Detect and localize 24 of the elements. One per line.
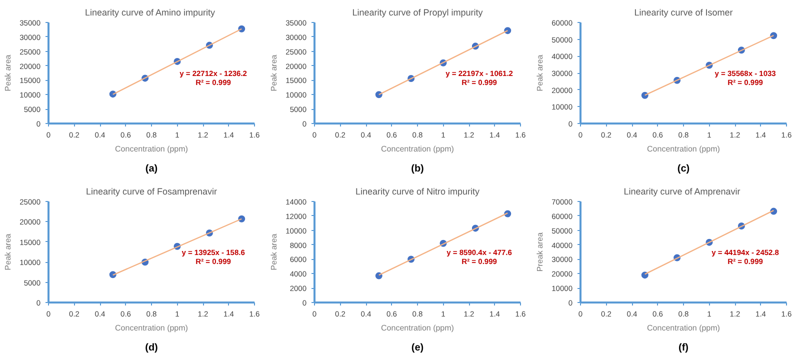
x-axis-title: Concentration (ppm) (647, 144, 720, 154)
chart-title: Linearity curve of Amprenavir (624, 186, 740, 196)
x-axis-title: Concentration (ppm) (115, 324, 188, 332)
text: (f) (678, 342, 689, 354)
y-axis-title: Preak area (536, 232, 545, 272)
y-axis-title: Peak area (4, 233, 13, 270)
x-axis-title: Concentration (ppm) (381, 144, 454, 154)
chart-title: Linearity curve of Nitro impurity (355, 186, 480, 196)
chart-title: Linearity curve of Fosamprenavir (86, 186, 218, 196)
x-axis-title: Concentration (ppm) (381, 324, 454, 332)
text: (b) (411, 164, 424, 174)
text: (e) (411, 342, 424, 354)
y-axis-title: Peak area (4, 54, 13, 92)
y-axis-title: Peak area (536, 54, 545, 92)
chart-title: Linearity curve of Isomer (634, 8, 733, 18)
y-axis-title: Peak area (270, 54, 279, 92)
text: (a) (145, 164, 158, 174)
x-axis-title: Concentration (ppm) (115, 144, 188, 154)
text: (c) (677, 164, 690, 174)
x-axis-title: Concentration (ppm) (647, 324, 720, 332)
y-axis-title: Peak area (270, 233, 279, 270)
chart-title: Linearity curve of Propyl impurity (352, 8, 484, 18)
text: (d) (145, 342, 158, 354)
chart-title: Linearity curve of Amino impurity (84, 8, 216, 18)
